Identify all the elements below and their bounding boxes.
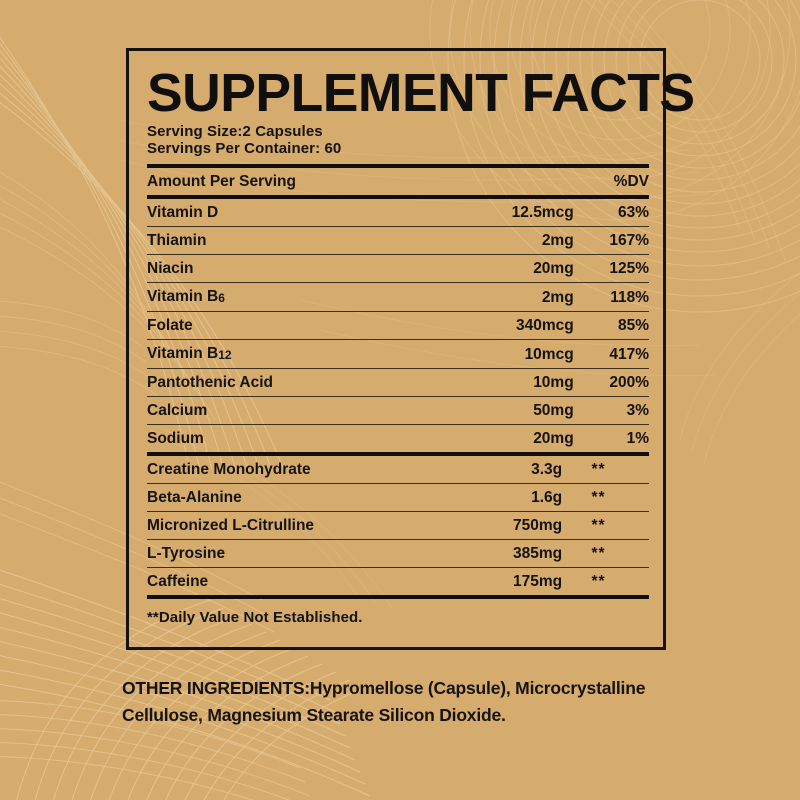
nutrient-name: Folate bbox=[147, 311, 439, 340]
nutrient-name: Calcium bbox=[147, 396, 439, 425]
supplement-facts-panel: SUPPLEMENT FACTS Serving Size:2 Capsules… bbox=[126, 48, 695, 650]
serving-size-line: Serving Size:2 Capsules bbox=[147, 123, 323, 140]
header-amount-per-serving: Amount Per Serving bbox=[147, 173, 296, 190]
nutrient-amount: 2mg bbox=[438, 226, 574, 255]
amount-header-table: Amount Per Serving %DV bbox=[147, 168, 649, 195]
nutrient-amount: 10mg bbox=[438, 368, 574, 397]
nutrient-percent-dv: 417% bbox=[573, 339, 649, 369]
nutrient-table: Vitamin D 12.5mcg 63% Thiamin 2mg 167% Niacin 2… bbox=[147, 199, 649, 452]
nutrient-name: Micronized L-Citrulline bbox=[147, 511, 431, 540]
nutrient-amount: 385mg bbox=[430, 539, 563, 568]
nutrient-percent-dv: 85% bbox=[573, 311, 649, 340]
nutrient-amount: 175mg bbox=[512, 573, 563, 590]
nutrient-percent-dv: 125% bbox=[573, 254, 649, 283]
nutrient-amount: 50mg bbox=[438, 396, 574, 425]
nutrient-percent-dv: 167% bbox=[573, 226, 649, 255]
nutrient-name-subscript: 12 bbox=[218, 348, 232, 362]
nutrient-amount: 340mcg bbox=[438, 311, 574, 340]
page-title: SUPPLEMENT FACTS bbox=[147, 63, 695, 123]
nutrient-amount: 1.6g bbox=[430, 483, 563, 512]
blend-table: Creatine Monohydrate 3.3g ** Beta-Alanine 1.… bbox=[147, 456, 649, 595]
table-row: Thiamin 2mg 167% bbox=[147, 226, 649, 255]
nutrient-percent-dv: 3% bbox=[573, 396, 649, 425]
nutrient-amount: 3.3g bbox=[430, 456, 563, 484]
table-row: Folate 340mcg 85% bbox=[147, 311, 649, 340]
nutrient-name: Sodium bbox=[147, 430, 204, 447]
nutrient-name: Vitamin B6 bbox=[147, 282, 439, 312]
rule-between-blocks bbox=[147, 452, 649, 456]
nutrient-name: Vitamin B12 bbox=[147, 339, 439, 369]
nutrient-amount: 12.5mcg bbox=[438, 199, 574, 227]
table-row: Micronized L-Citrulline 750mg ** bbox=[147, 511, 649, 540]
nutrient-amount: 20mg bbox=[438, 254, 574, 283]
table-row: Niacin 20mg 125% bbox=[147, 254, 649, 283]
table-row: Calcium 50mg 3% bbox=[147, 396, 649, 425]
nutrient-name: Creatine Monohydrate bbox=[147, 456, 431, 484]
servings-per-container-line: Servings Per Container: 60 bbox=[147, 140, 342, 157]
nutrient-percent-dv: ** bbox=[562, 511, 649, 540]
nutrient-percent-dv: 1% bbox=[626, 430, 649, 447]
table-row: Caffeine 175mg ** bbox=[147, 568, 649, 596]
header-percent-dv: %DV bbox=[613, 173, 649, 190]
nutrient-amount: 2mg bbox=[438, 282, 574, 312]
table-row: Vitamin B12 10mcg 417% bbox=[147, 339, 649, 369]
nutrient-name: L-Tyrosine bbox=[147, 539, 431, 568]
nutrient-percent-dv: 118% bbox=[573, 282, 649, 312]
nutrient-percent-dv: ** bbox=[562, 483, 649, 512]
nutrient-amount: 10mcg bbox=[438, 339, 574, 369]
nutrient-name: Thiamin bbox=[147, 226, 439, 255]
nutrient-amount: 20mg bbox=[533, 430, 574, 447]
rule-above-header bbox=[147, 164, 649, 168]
table-row: Vitamin D 12.5mcg 63% bbox=[147, 199, 649, 227]
other-ingredients-text: OTHER INGREDIENTS:Hypromellose (Capsule)… bbox=[122, 678, 646, 725]
nutrient-percent-dv: ** bbox=[562, 539, 649, 568]
rule-below-header bbox=[147, 195, 649, 199]
nutrient-name: Niacin bbox=[147, 254, 439, 283]
nutrient-name: Vitamin D bbox=[147, 199, 439, 227]
table-row: L-Tyrosine 385mg ** bbox=[147, 539, 649, 568]
table-row: Pantothenic Acid 10mg 200% bbox=[147, 368, 649, 397]
nutrient-name: Pantothenic Acid bbox=[147, 368, 439, 397]
nutrient-name: Beta-Alanine bbox=[147, 483, 431, 512]
nutrient-name: Caffeine bbox=[147, 573, 209, 590]
nutrient-name-subscript: 6 bbox=[218, 291, 225, 305]
table-row: Vitamin B6 2mg 118% bbox=[147, 282, 649, 312]
table-row: Creatine Monohydrate 3.3g ** bbox=[147, 456, 649, 484]
footnote-daily-value: **Daily Value Not Established. bbox=[147, 609, 363, 626]
nutrient-percent-dv: 63% bbox=[573, 199, 649, 227]
table-row: Beta-Alanine 1.6g ** bbox=[147, 483, 649, 512]
nutrient-amount: 750mg bbox=[430, 511, 563, 540]
nutrient-percent-dv: ** bbox=[591, 573, 606, 590]
table-header-row: Amount Per Serving %DV bbox=[147, 168, 649, 195]
header-amount-spacer bbox=[438, 168, 574, 195]
nutrient-percent-dv: ** bbox=[562, 456, 649, 484]
nutrient-percent-dv: 200% bbox=[573, 368, 649, 397]
table-row: Sodium 20mg 1% bbox=[147, 425, 649, 453]
rule-below-blend bbox=[147, 595, 649, 599]
